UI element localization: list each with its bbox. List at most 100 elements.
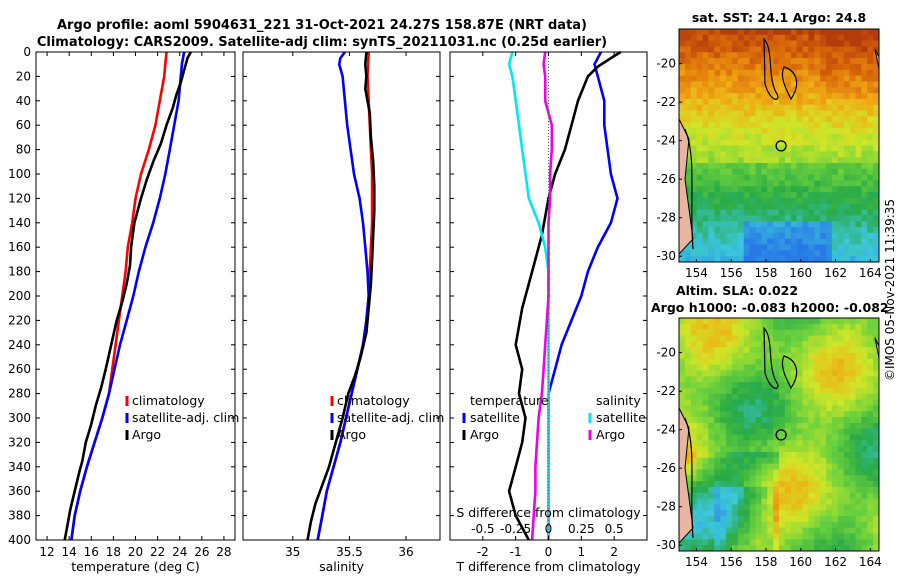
map-cell: [837, 399, 845, 406]
map-cell: [690, 318, 698, 325]
map-cell: [796, 87, 804, 94]
map-cell: [767, 139, 774, 147]
map-cell: [761, 452, 768, 459]
map-cell: [773, 358, 780, 366]
map-cell: [808, 34, 815, 42]
map-cell: [790, 52, 798, 59]
map-cell: [731, 256, 739, 262]
map-cell: [855, 352, 862, 360]
map-cell: [690, 52, 698, 59]
map-cell: [773, 405, 780, 412]
map-cell: [849, 174, 857, 181]
map-cell: [708, 46, 715, 53]
map-cell: [714, 434, 721, 441]
map-cell: [808, 329, 815, 336]
map-cell: [837, 180, 845, 187]
map-cell: [867, 192, 874, 199]
map-cell: [731, 323, 739, 331]
map-x-tick-label: 156: [720, 555, 743, 569]
map-cell: [867, 469, 874, 476]
map-cell: [873, 405, 879, 412]
map-cell: [831, 116, 839, 123]
map-cell: [749, 417, 757, 424]
map-cell: [696, 69, 704, 77]
map-cell: [737, 128, 745, 135]
map-cell: [726, 64, 733, 71]
map-cell: [861, 504, 868, 511]
map-cell: [873, 128, 879, 135]
map-cell: [690, 168, 698, 176]
map-cell: [761, 128, 768, 135]
map-cell: [690, 335, 698, 342]
map-cell: [826, 399, 833, 406]
map-cell: [714, 405, 721, 412]
map-cell: [814, 422, 821, 430]
map-cell: [837, 516, 845, 523]
map-cell: [867, 434, 874, 441]
map-cell: [731, 197, 739, 205]
map-cell: [773, 116, 780, 123]
map-cell: [843, 256, 851, 262]
map-cell: [684, 58, 692, 65]
map-cell: [690, 192, 698, 199]
map-cell: [849, 139, 857, 147]
map-cell: [837, 215, 845, 222]
map-cell: [784, 104, 792, 112]
map-cell: [861, 545, 868, 551]
map-cell: [726, 335, 733, 342]
map-cell: [820, 516, 827, 523]
map-cell: [773, 163, 780, 170]
map-cell: [784, 93, 792, 100]
map-cell: [873, 335, 879, 342]
map-cell: [849, 145, 857, 152]
map-cell: [679, 358, 686, 366]
map-cell: [761, 116, 768, 123]
map-cell: [849, 215, 857, 222]
map-y-tick-label: -22: [656, 95, 676, 109]
map-cell: [831, 29, 839, 36]
y-tick-label: 220: [8, 313, 31, 327]
map-cell: [761, 98, 768, 106]
map-cell: [743, 370, 751, 377]
map-cell: [808, 422, 815, 430]
map-cell: [820, 446, 827, 453]
map-cell: [714, 174, 721, 181]
map-cell: [737, 358, 745, 366]
map-cell: [714, 382, 721, 389]
map-cell: [849, 486, 857, 494]
map-cell: [714, 329, 721, 336]
map-cell: [761, 238, 768, 246]
map-cell: [849, 192, 857, 199]
map-cell: [867, 405, 874, 412]
x-tick-label: 16: [84, 545, 99, 559]
map-cell: [867, 539, 874, 546]
map-cell: [796, 116, 804, 123]
map-x-tick-label: 156: [720, 266, 743, 280]
map-cell: [873, 215, 879, 222]
map-cell: [726, 87, 733, 94]
map-cell: [714, 87, 721, 94]
map-cell: [790, 215, 798, 222]
map-cell: [708, 232, 715, 240]
map-cell: [820, 46, 827, 53]
map-cell: [702, 318, 709, 325]
map-cell: [720, 157, 727, 164]
map-cell: [855, 347, 862, 354]
map-cell: [696, 545, 704, 551]
map-cell: [796, 122, 804, 129]
map-cell: [843, 232, 851, 240]
map-cell: [831, 215, 839, 222]
map-cell: [802, 539, 809, 546]
map-cell: [755, 180, 762, 187]
map-cell: [708, 186, 715, 193]
map-cell: [714, 393, 721, 401]
map-cell: [802, 504, 809, 511]
map-cell: [861, 428, 868, 436]
map-cell: [808, 40, 815, 47]
map-cell: [873, 481, 879, 488]
map-cell: [820, 93, 827, 100]
y-tick-label: 400: [8, 533, 31, 547]
map-cell: [861, 180, 868, 187]
map-cell: [796, 463, 804, 470]
map-cell: [790, 58, 798, 65]
